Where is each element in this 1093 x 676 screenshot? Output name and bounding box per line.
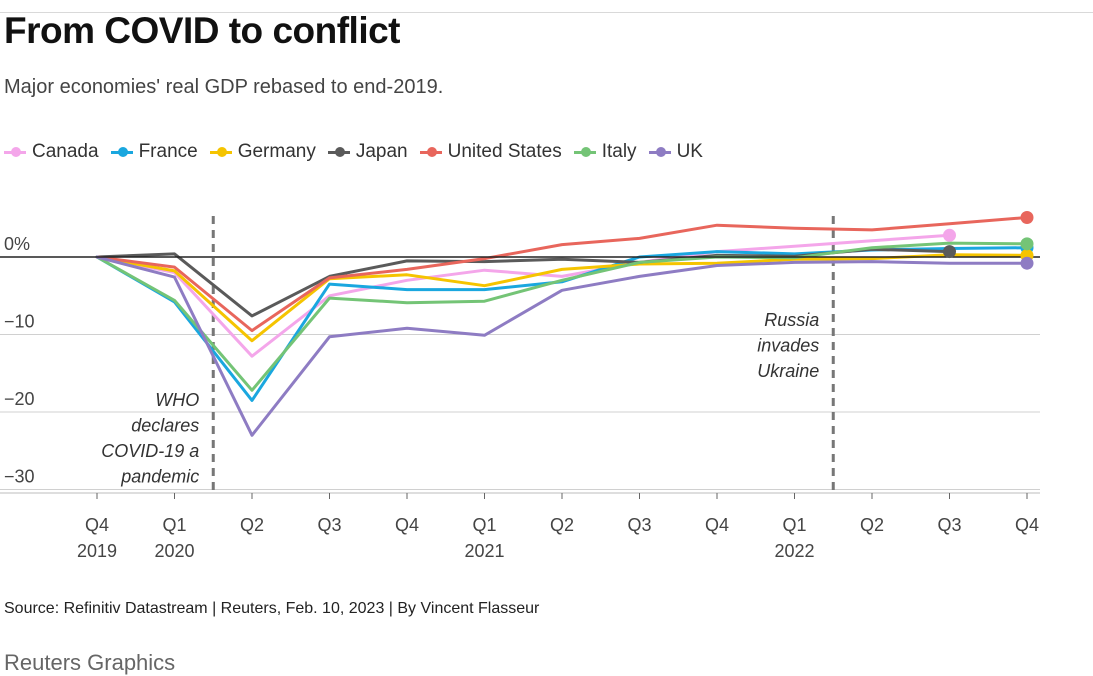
legend-item: Canada — [4, 141, 99, 163]
annotation-text: COVID-19 a — [101, 441, 199, 461]
x-tick-label: Q1 — [782, 515, 806, 535]
annotation-text: pandemic — [120, 467, 199, 487]
x-tick-label: Q1 — [472, 515, 496, 535]
y-tick-label: −20 — [4, 389, 35, 409]
x-tick-label: Q3 — [317, 515, 341, 535]
y-tick-label: −30 — [4, 467, 35, 487]
x-tick-label: Q4 — [1015, 515, 1039, 535]
x-tick-year-label: 2022 — [774, 541, 814, 561]
x-tick-label: Q2 — [550, 515, 574, 535]
legend-label: Germany — [237, 141, 316, 162]
legend-swatch — [209, 146, 232, 158]
annotation-text: declares — [131, 416, 199, 436]
credit-line: Reuters Graphics — [4, 650, 176, 675]
series-line-germany — [95, 253, 1029, 343]
legend-swatch — [573, 146, 596, 158]
legend-item: Germany — [209, 141, 316, 163]
legend-label: United States — [447, 141, 562, 162]
line-chart: 0% −10 −20 −30 Q4 2019 Q1 2020 Q2 Q3 Q4 Q1 2021 Q2 Q3 Q… — [0, 210, 1040, 561]
annotation-text: invades — [757, 336, 819, 356]
legend-swatch — [419, 146, 442, 158]
y-tick-label: −10 — [4, 312, 35, 332]
legend-swatch — [4, 146, 26, 158]
x-tick-label: Q4 — [395, 515, 419, 535]
legend-item: France — [110, 141, 198, 163]
series-line-united-states — [95, 216, 1029, 333]
series-line-canada — [95, 233, 951, 358]
source-note: Source: Refinitiv Datastream | Reuters, … — [4, 600, 540, 617]
x-tick-label: Q1 — [162, 515, 186, 535]
legend-item: United States — [419, 141, 562, 163]
x-tick-label: Q3 — [937, 515, 961, 535]
y-tick-label: 0% — [4, 234, 30, 254]
x-tick-year-label: 2020 — [154, 541, 194, 561]
chart-legend: Canada France Germany Japan United States Ita… — [4, 141, 715, 163]
x-tick-label: Q4 — [85, 515, 109, 535]
legend-swatch — [327, 146, 350, 158]
x-tick-year-label: 2019 — [77, 541, 117, 561]
legend-label: Japan — [355, 141, 408, 162]
series-end-marker-canada — [943, 228, 956, 242]
x-tick-label: Q2 — [860, 515, 884, 535]
legend-label: France — [138, 141, 198, 162]
series-end-marker-italy — [1020, 237, 1034, 251]
legend-label: Canada — [32, 141, 99, 162]
series-end-marker-japan — [943, 245, 956, 259]
x-tick-year-label: 2021 — [464, 541, 504, 561]
series-line-uk — [95, 255, 1029, 437]
page-title: From COVID to conflict — [4, 10, 401, 51]
series-end-marker-uk — [1020, 256, 1034, 270]
legend-item: Italy — [573, 141, 637, 163]
annotation-text: Ukraine — [757, 361, 819, 381]
series-line-italy — [95, 241, 1029, 392]
legend-swatch — [110, 146, 133, 158]
series-end-marker-united-states — [1020, 210, 1034, 224]
x-tick-label: Q3 — [627, 515, 651, 535]
legend-swatch — [648, 146, 671, 158]
legend-item: Japan — [327, 141, 408, 163]
legend-item: UK — [648, 141, 703, 163]
x-tick-label: Q2 — [240, 515, 264, 535]
legend-label: UK — [676, 141, 703, 162]
annotation-text: WHO — [155, 390, 199, 410]
chart-subtitle: Major economies' real GDP rebased to end… — [4, 76, 444, 98]
x-tick-label: Q4 — [705, 515, 729, 535]
top-rule — [0, 12, 1093, 13]
annotation-text: Russia — [764, 310, 819, 330]
legend-label: Italy — [601, 141, 637, 162]
